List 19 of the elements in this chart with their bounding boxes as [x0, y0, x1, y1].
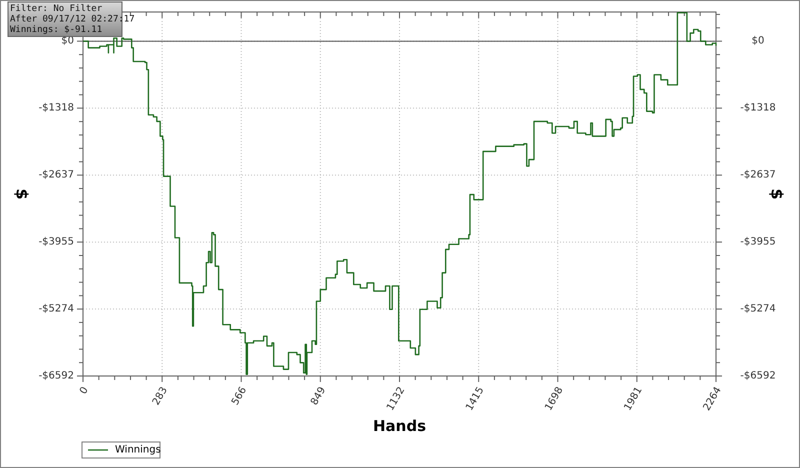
y2-tick-label: $0 — [752, 36, 764, 47]
y2-tick-label: -$2637 — [740, 170, 776, 181]
y-tick-label: -$5274 — [38, 304, 74, 315]
y2-tick-label: -$5274 — [740, 304, 776, 315]
y2-tick-label: -$3955 — [740, 236, 776, 248]
legend-label: Winnings — [115, 444, 161, 456]
annotation: Filter: No Filter — [10, 4, 103, 14]
y-tick-label: -$2637 — [38, 170, 74, 181]
y2-tick-label: -$6592 — [740, 370, 776, 382]
y-tick-label: -$3955 — [38, 236, 74, 248]
y-tick-label: -$1318 — [38, 102, 74, 114]
x-tick-label: 0 — [78, 385, 91, 396]
y-axis-title: $ — [12, 188, 32, 200]
y-tick-label: -$6592 — [38, 370, 74, 382]
annotation: After 09/17/12 02:27:17 — [10, 14, 135, 24]
y2-tick-label: -$1318 — [740, 102, 776, 114]
y2-axis-title: $ — [768, 188, 786, 200]
annotation: Winnings: $-91.11 — [10, 25, 102, 35]
x-axis-title: Hands — [372, 417, 426, 435]
